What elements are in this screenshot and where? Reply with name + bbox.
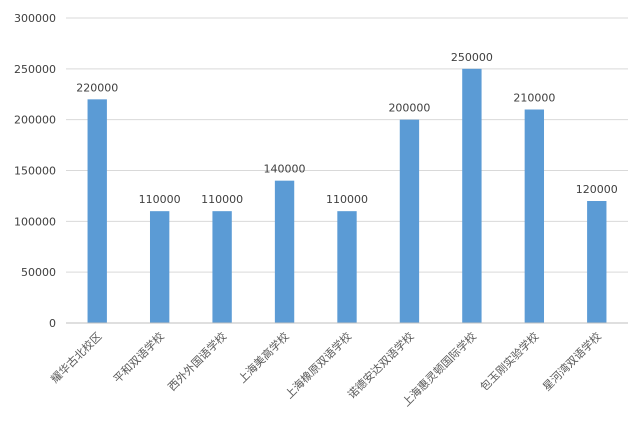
x-tick-label: 西外外国语学校	[165, 329, 229, 393]
y-tick-label: 300000	[14, 12, 56, 25]
x-tick-label: 耀华古北校区	[48, 329, 105, 386]
x-tick-label: 平和双语学校	[110, 329, 167, 386]
y-tick-label: 50000	[21, 266, 56, 279]
y-tick-label: 150000	[14, 165, 56, 178]
x-tick-label: 上海橡原双语学校	[282, 329, 354, 401]
data-label: 110000	[201, 193, 243, 206]
data-label: 140000	[264, 163, 306, 176]
x-tick-label: 包玉刚实验学校	[477, 329, 541, 393]
data-label: 120000	[576, 183, 618, 196]
bar	[274, 180, 295, 323]
bar	[212, 211, 232, 323]
bars	[87, 68, 607, 324]
data-label: 250000	[451, 51, 493, 64]
bar	[149, 211, 170, 323]
y-tick-label: 200000	[14, 114, 56, 127]
x-tick-label: 星河湾双语学校	[540, 329, 604, 393]
bar	[337, 211, 357, 323]
bar	[87, 99, 107, 323]
data-label: 110000	[139, 193, 181, 206]
x-tick-label: 上海美高学校	[235, 329, 292, 386]
y-axis-ticks: 0 50000 100000 150000 200000 250000 300000	[14, 12, 56, 330]
data-label: 210000	[513, 92, 555, 105]
y-tick-label: 100000	[14, 215, 56, 228]
x-tick-label: 诺德安达双语学校	[344, 329, 416, 401]
data-label: 200000	[388, 102, 430, 115]
bar	[462, 68, 482, 323]
data-label: 110000	[326, 193, 368, 206]
bar	[399, 119, 420, 324]
bar	[587, 201, 607, 323]
y-tick-label: 250000	[14, 63, 56, 76]
bar	[524, 109, 545, 323]
data-labels: 220000 110000 110000 140000 110000 200000 2500…	[76, 51, 618, 206]
y-tick-label: 0	[49, 317, 56, 330]
data-label: 220000	[76, 81, 118, 94]
